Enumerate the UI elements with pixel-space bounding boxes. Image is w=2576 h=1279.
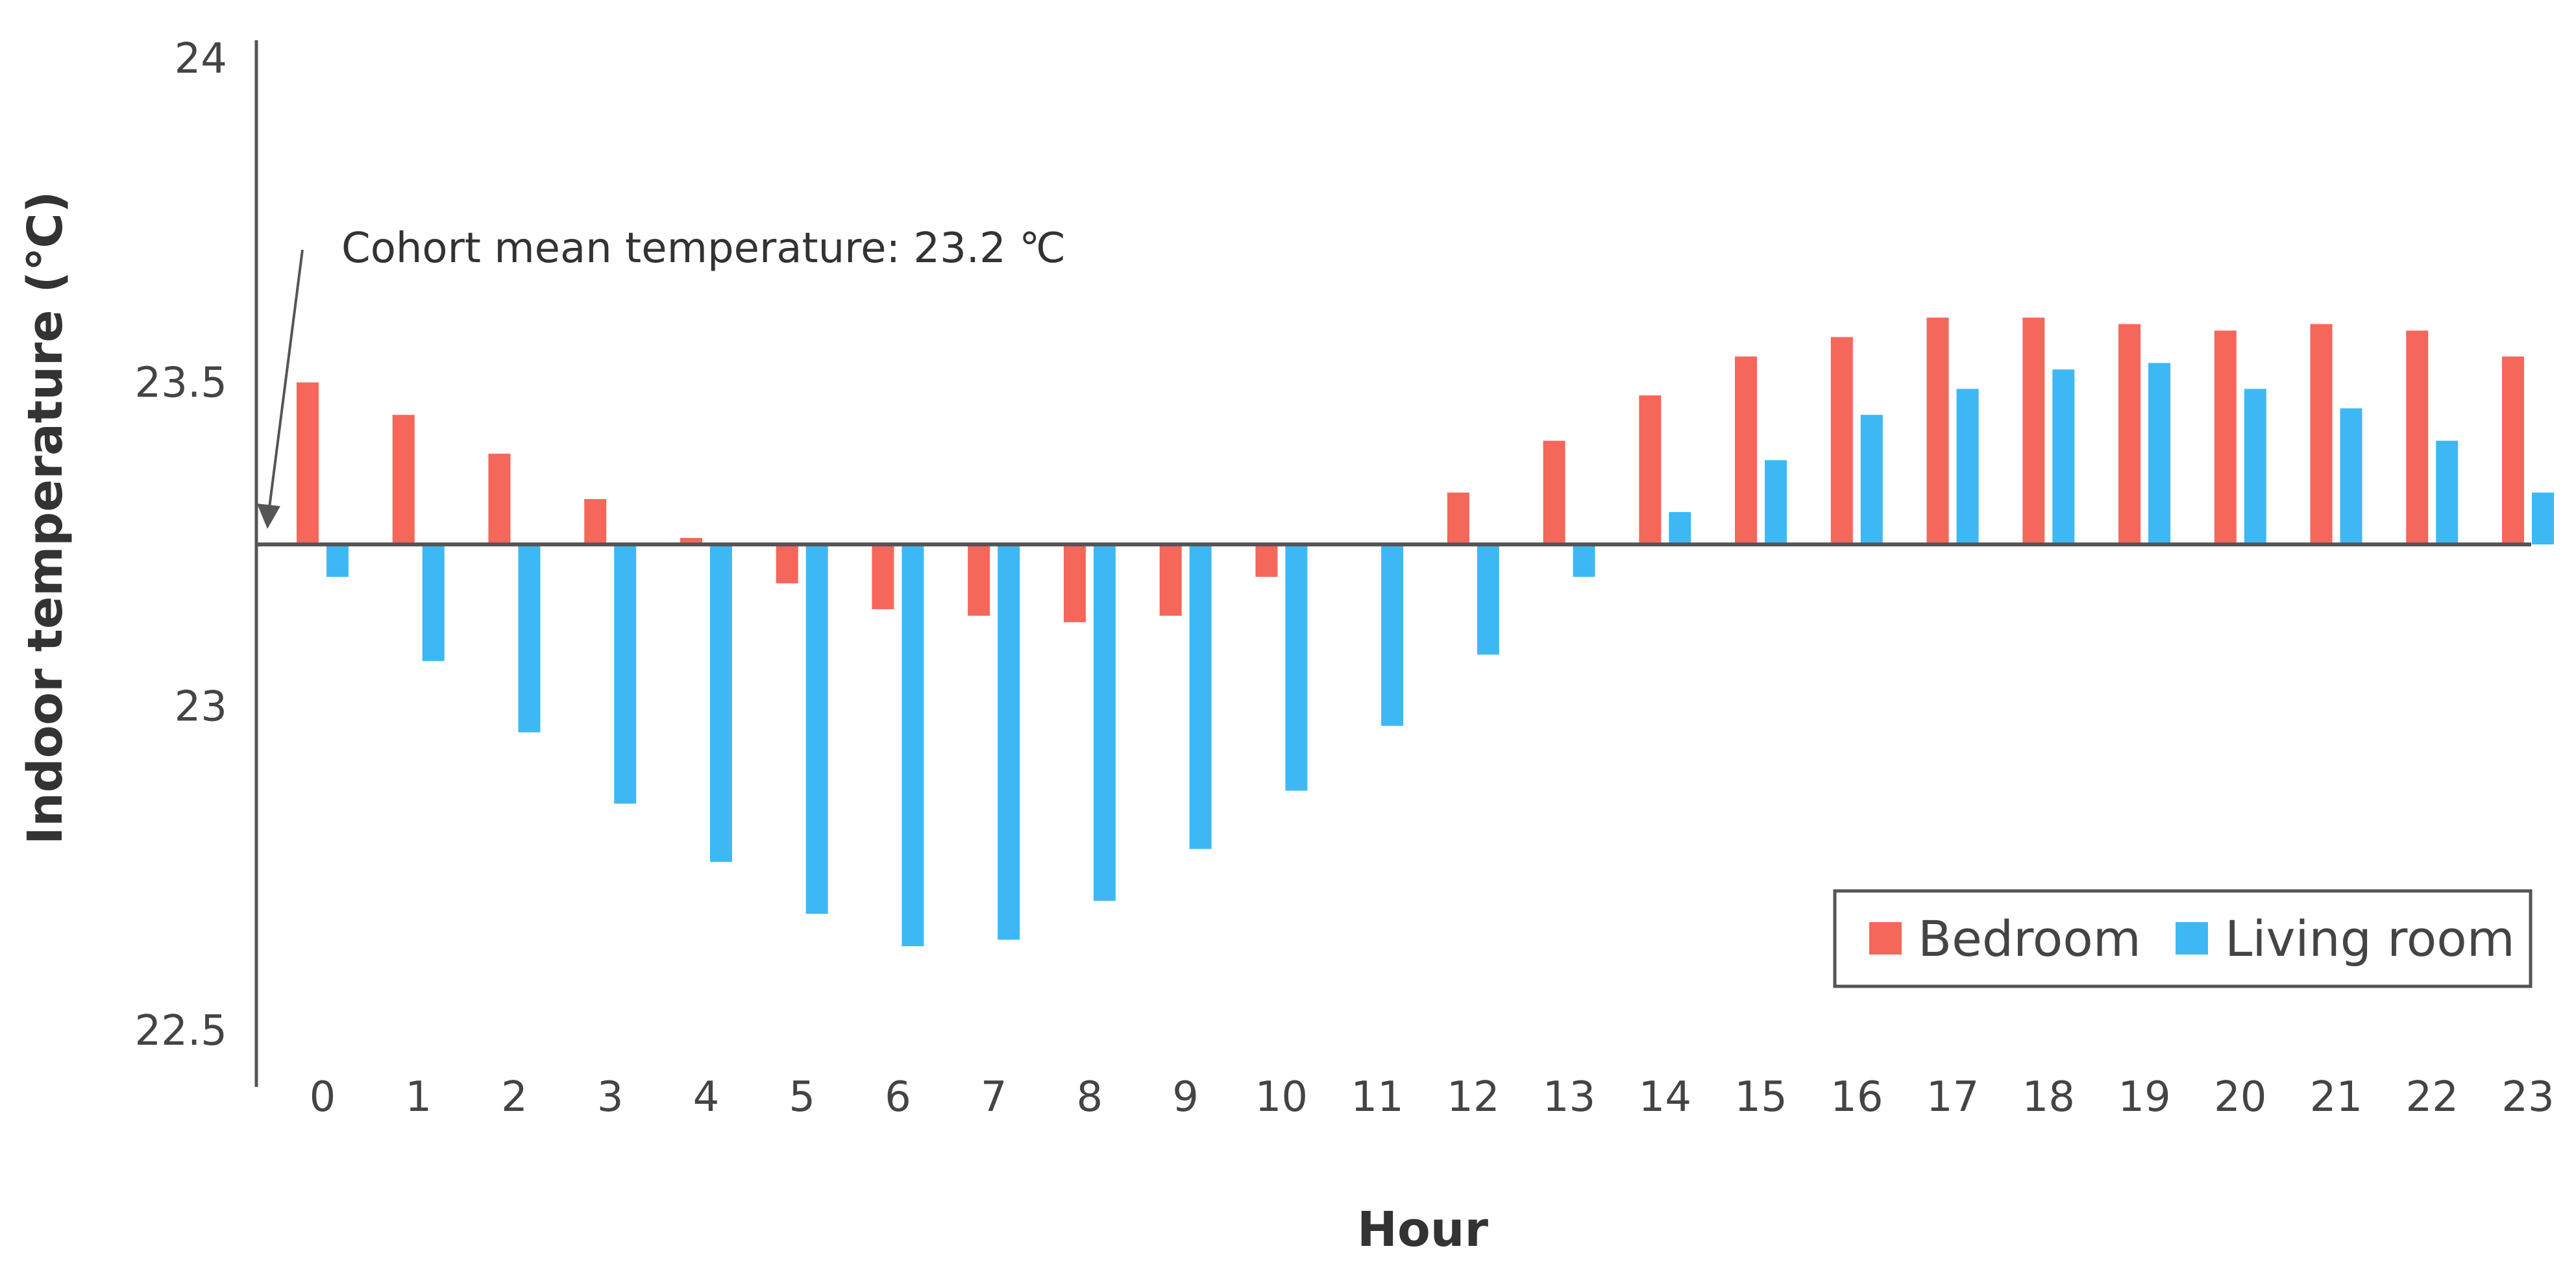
bar-bedroom bbox=[1830, 337, 1853, 544]
bar-bedroom bbox=[1255, 544, 1278, 577]
x-tick-label: 2 bbox=[501, 1073, 528, 1121]
bar-bedroom bbox=[2406, 330, 2429, 544]
x-tick-label: 21 bbox=[2310, 1073, 2362, 1121]
bar-bedroom bbox=[2214, 330, 2237, 544]
bar-bedroom bbox=[1543, 441, 1565, 544]
x-tick-label: 13 bbox=[1543, 1073, 1595, 1121]
x-tick-label: 3 bbox=[597, 1073, 624, 1121]
x-tick-label: 9 bbox=[1172, 1073, 1199, 1121]
x-tick-label: 14 bbox=[1639, 1073, 1691, 1121]
x-tick-label: 8 bbox=[1077, 1073, 1103, 1121]
bar-living-room bbox=[709, 544, 732, 862]
bar-bedroom bbox=[488, 454, 511, 544]
x-tick-label: 17 bbox=[1926, 1073, 1979, 1121]
bar-living-room bbox=[902, 544, 924, 947]
annotation-arrow-line bbox=[267, 249, 304, 513]
bar-living-room bbox=[805, 544, 828, 914]
bar-living-room bbox=[1956, 389, 1979, 544]
x-tick-label: 15 bbox=[1734, 1073, 1787, 1121]
annotation-text: Cohort mean temperature: 23.2 ℃ bbox=[341, 225, 1066, 273]
x-tick-label: 23 bbox=[2501, 1073, 2554, 1121]
bar-bedroom bbox=[680, 538, 702, 544]
bar-bedroom bbox=[392, 415, 415, 544]
annotation: Cohort mean temperature: 23.2 ℃ bbox=[257, 225, 1066, 529]
bar-living-room bbox=[1477, 544, 1499, 655]
bar-living-room bbox=[326, 544, 349, 577]
y-tick-label: 24 bbox=[175, 35, 227, 83]
bar-bedroom bbox=[584, 499, 607, 544]
x-tick-label: 10 bbox=[1255, 1073, 1308, 1121]
bar-bedroom bbox=[297, 382, 319, 544]
x-tick-label: 0 bbox=[310, 1073, 336, 1121]
x-axis-title: Hour bbox=[1357, 1202, 1488, 1258]
x-tick-label: 11 bbox=[1351, 1073, 1403, 1121]
bar-bedroom bbox=[1639, 395, 1662, 544]
bar-bedroom bbox=[2310, 324, 2333, 544]
bar-living-room bbox=[1381, 544, 1404, 726]
x-tick-label: 1 bbox=[405, 1073, 432, 1121]
bar-living-room bbox=[1860, 415, 1883, 544]
bar-living-room bbox=[1189, 544, 1212, 849]
x-tick-label: 18 bbox=[2022, 1073, 2075, 1121]
legend-label-bedroom: Bedroom bbox=[1918, 910, 2141, 968]
bar-living-room bbox=[1285, 544, 1308, 791]
bar-bedroom bbox=[872, 544, 894, 609]
bar-bedroom bbox=[1447, 493, 1469, 544]
bar-living-room bbox=[518, 544, 541, 733]
y-tick-label: 23 bbox=[175, 683, 227, 731]
bar-living-room bbox=[1573, 544, 1595, 577]
bar-living-room bbox=[1765, 460, 1787, 544]
legend-swatch-living-room bbox=[2176, 922, 2208, 955]
y-tick-label: 23.5 bbox=[135, 359, 228, 407]
y-tick-label: 22.5 bbox=[135, 1007, 228, 1055]
bar-living-room bbox=[1669, 512, 1691, 544]
bar-bedroom bbox=[2022, 317, 2045, 544]
y-axis-title: Indoor temperature (℃) bbox=[18, 191, 73, 844]
y-tick-labels: 22.5 23 23.5 24 bbox=[135, 35, 228, 1055]
x-tick-label: 4 bbox=[693, 1073, 720, 1121]
x-tick-label: 5 bbox=[789, 1073, 815, 1121]
bar-living-room bbox=[2532, 493, 2554, 544]
x-tick-label: 22 bbox=[2406, 1073, 2459, 1121]
x-tick-label: 6 bbox=[885, 1073, 911, 1121]
bar-living-room bbox=[2148, 363, 2171, 544]
bars-layer bbox=[297, 317, 2554, 947]
bar-bedroom bbox=[776, 544, 798, 583]
bar-bedroom bbox=[1063, 544, 1086, 622]
bar-bedroom bbox=[1159, 544, 1182, 616]
x-tick-label: 7 bbox=[981, 1073, 1007, 1121]
bar-living-room bbox=[2340, 408, 2362, 544]
x-tick-label: 19 bbox=[2118, 1073, 2170, 1121]
bar-bedroom bbox=[968, 544, 990, 616]
bar-living-room bbox=[2436, 441, 2459, 544]
bar-living-room bbox=[2244, 389, 2266, 544]
bar-living-room bbox=[2052, 369, 2075, 544]
bar-bedroom bbox=[1926, 317, 1949, 544]
x-tick-label: 16 bbox=[1830, 1073, 1883, 1121]
bar-bedroom bbox=[2118, 324, 2141, 544]
legend-label-living-room: Living room bbox=[2225, 910, 2515, 968]
x-tick-labels: 0 1 2 3 4 5 6 7 8 9 10 11 12 13 14 15 16 17 18 19 20 21 22 23 bbox=[310, 1073, 2555, 1121]
bar-living-room bbox=[998, 544, 1020, 940]
bar-bedroom bbox=[2502, 356, 2524, 544]
bar-bedroom bbox=[1735, 356, 1758, 544]
bar-living-room bbox=[422, 544, 445, 661]
bar-living-room bbox=[1093, 544, 1116, 901]
legend: Bedroom Living room bbox=[1833, 889, 2533, 988]
bar-living-room bbox=[614, 544, 637, 804]
x-tick-label: 20 bbox=[2214, 1073, 2266, 1121]
x-tick-label: 12 bbox=[1447, 1073, 1499, 1121]
annotation-arrow-head bbox=[257, 504, 280, 529]
legend-swatch-bedroom bbox=[1869, 922, 1902, 955]
